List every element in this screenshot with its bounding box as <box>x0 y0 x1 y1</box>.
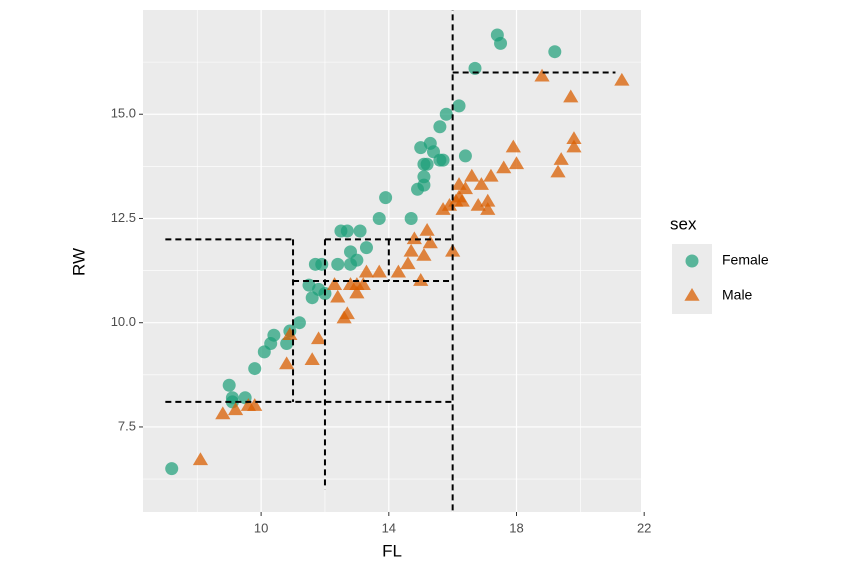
point <box>304 352 320 366</box>
point <box>614 72 630 86</box>
point <box>483 168 499 182</box>
point <box>550 164 566 178</box>
point <box>349 285 365 299</box>
point <box>420 157 434 171</box>
point <box>494 36 508 50</box>
x-tick-label: 22 <box>637 520 651 535</box>
legend-label: Male <box>722 287 753 303</box>
point <box>282 327 298 341</box>
point <box>452 99 466 113</box>
point <box>280 337 294 351</box>
point <box>548 45 562 59</box>
point <box>534 68 550 82</box>
legend-title: sex <box>670 214 697 233</box>
point <box>406 231 422 245</box>
point <box>470 197 486 211</box>
point <box>279 356 295 370</box>
point <box>222 378 236 392</box>
point <box>480 202 496 215</box>
point <box>350 253 364 267</box>
point <box>496 160 512 174</box>
point <box>464 168 480 182</box>
point <box>505 139 521 153</box>
point <box>390 264 406 278</box>
point <box>436 153 450 167</box>
y-tick-label: 7.5 <box>118 418 136 433</box>
point <box>355 277 371 290</box>
point <box>358 264 375 278</box>
point <box>248 362 262 376</box>
point <box>439 107 453 121</box>
point <box>192 452 209 466</box>
point <box>403 243 419 257</box>
x-tick-label: 14 <box>382 520 396 535</box>
point <box>422 235 438 249</box>
point <box>310 331 327 345</box>
point <box>480 193 496 207</box>
point <box>400 256 416 270</box>
point <box>419 222 435 236</box>
point <box>566 139 582 153</box>
point <box>435 202 451 215</box>
point <box>227 402 244 416</box>
point <box>508 156 525 170</box>
y-axis-title: RW <box>69 248 88 276</box>
point <box>458 149 472 163</box>
point <box>165 462 179 476</box>
point <box>359 241 373 255</box>
point <box>454 193 470 207</box>
point <box>563 89 579 103</box>
point <box>473 177 489 190</box>
point <box>315 257 329 271</box>
point <box>340 224 354 238</box>
point <box>267 328 281 342</box>
legend-key <box>685 254 699 268</box>
point <box>433 120 447 134</box>
x-tick-label: 10 <box>254 520 268 535</box>
point <box>215 406 231 420</box>
point <box>292 316 306 330</box>
point <box>326 277 343 290</box>
point <box>566 131 582 145</box>
x-axis-title: FL <box>382 541 402 560</box>
legend-label: Female <box>722 252 769 268</box>
point <box>339 306 355 320</box>
point <box>379 191 393 205</box>
point <box>416 247 432 261</box>
legend-key <box>684 288 700 301</box>
x-tick-label: 18 <box>509 520 523 535</box>
y-tick-label: 15.0 <box>111 106 136 121</box>
y-tick-label: 10.0 <box>111 314 136 329</box>
point <box>553 152 569 165</box>
point <box>417 170 431 184</box>
y-tick-label: 12.5 <box>111 210 136 225</box>
point <box>371 264 387 278</box>
point <box>353 224 367 238</box>
point <box>404 211 418 225</box>
panel <box>143 10 641 512</box>
point <box>331 257 345 271</box>
point <box>372 211 386 225</box>
point <box>330 289 346 303</box>
point <box>413 273 429 286</box>
point <box>247 398 263 411</box>
point <box>457 181 474 195</box>
